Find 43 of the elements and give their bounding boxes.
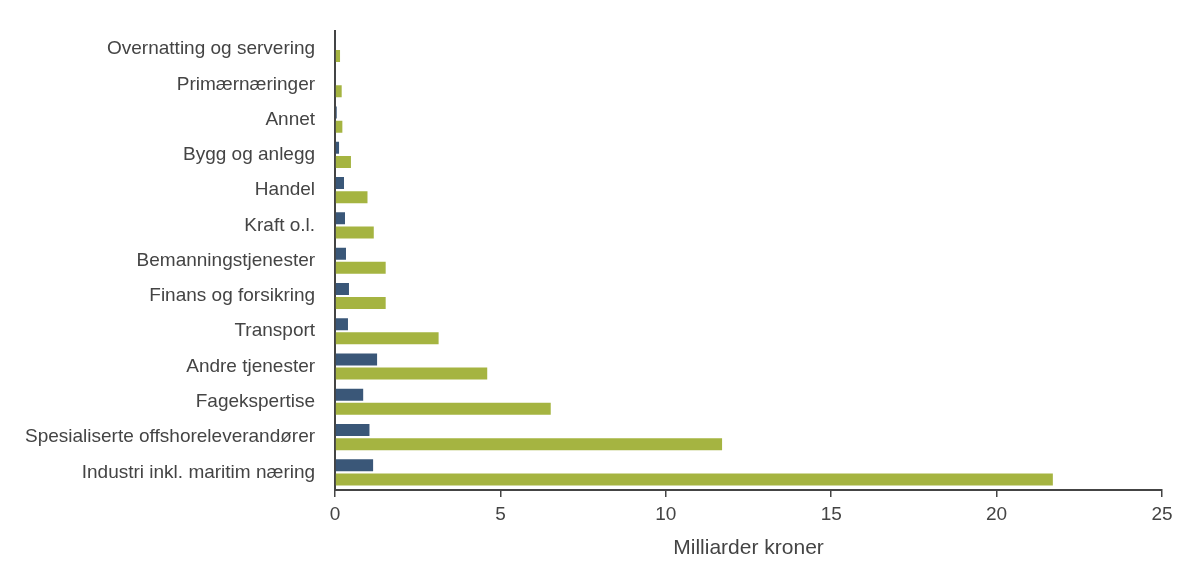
bar bbox=[335, 353, 378, 366]
bar bbox=[335, 332, 439, 345]
x-tick-label: 20 bbox=[986, 502, 1008, 524]
bar bbox=[335, 473, 1053, 486]
bar bbox=[335, 226, 374, 239]
bar bbox=[335, 177, 345, 190]
bar bbox=[335, 261, 386, 274]
bar bbox=[335, 438, 723, 451]
y-tick-label: Spesialiserte offshoreleverandører bbox=[25, 425, 316, 447]
bar bbox=[335, 141, 340, 154]
bar bbox=[335, 212, 345, 225]
x-tick-label: 25 bbox=[1151, 502, 1173, 524]
bar bbox=[335, 318, 348, 331]
y-tick-label: Fagekspertise bbox=[195, 390, 316, 412]
bar bbox=[335, 155, 351, 168]
y-tick-label: Kraft o.l. bbox=[244, 213, 316, 235]
y-tick-label: Transport bbox=[234, 319, 316, 341]
bar bbox=[335, 459, 374, 472]
x-tick-label: 5 bbox=[495, 502, 506, 524]
y-tick-label: Handel bbox=[254, 178, 316, 200]
bar bbox=[335, 50, 341, 63]
y-tick-label: Bygg og anlegg bbox=[183, 143, 316, 165]
y-tick-label: Annet bbox=[265, 107, 316, 129]
bar bbox=[335, 85, 342, 98]
x-tick-label: 15 bbox=[820, 502, 842, 524]
bar bbox=[335, 297, 386, 310]
bar bbox=[335, 402, 551, 415]
bar bbox=[335, 120, 343, 133]
y-tick-label: Primærnæringer bbox=[176, 72, 316, 94]
bar bbox=[335, 424, 370, 437]
bar bbox=[335, 282, 349, 295]
y-tick-label: Overnatting og servering bbox=[107, 37, 316, 59]
bar bbox=[335, 191, 368, 204]
y-tick-label: Andre tjenester bbox=[186, 354, 316, 376]
bar bbox=[335, 388, 364, 401]
y-tick-label: Bemanningstjenester bbox=[136, 248, 316, 270]
x-tick-label: 0 bbox=[329, 502, 341, 524]
x-tick-label: 10 bbox=[655, 502, 677, 524]
x-axis-title: Milliarder kroner bbox=[673, 535, 824, 559]
y-tick-label: Finans og forsikring bbox=[149, 284, 316, 306]
bar bbox=[335, 367, 488, 380]
bar bbox=[335, 247, 346, 260]
y-tick-label: Industri inkl. maritim næring bbox=[81, 460, 316, 482]
